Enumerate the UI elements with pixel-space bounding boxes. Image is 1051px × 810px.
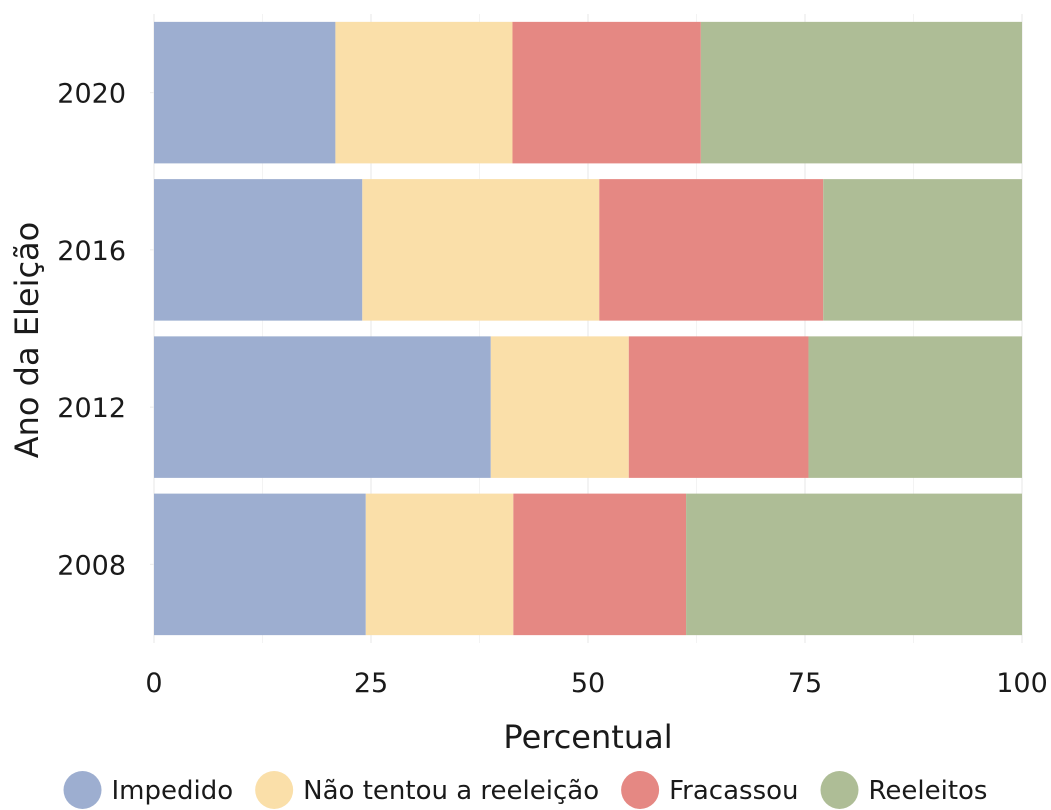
bar-segment bbox=[628, 336, 809, 478]
bar-segment bbox=[335, 21, 513, 164]
legend-label: Fracassou bbox=[669, 776, 798, 806]
legend-label: Não tentou a reeleição bbox=[303, 776, 599, 806]
bar-segment bbox=[823, 179, 1022, 321]
x-axis-title: Percentual bbox=[503, 718, 672, 756]
legend-swatch bbox=[63, 771, 102, 809]
bar-segment bbox=[154, 21, 336, 164]
bar-segment bbox=[513, 493, 687, 636]
bar-segment bbox=[362, 179, 600, 321]
legend-label: Reeleitos bbox=[869, 776, 988, 806]
x-tick-label: 0 bbox=[145, 668, 162, 699]
x-tick-label: 75 bbox=[788, 668, 822, 699]
y-tick-labels: 2008 2012 2016 2020 bbox=[57, 79, 154, 581]
bar-segment bbox=[686, 493, 1022, 636]
y-tick-label: 2008 bbox=[57, 550, 126, 581]
y-axis-title: Ano da Eleição bbox=[8, 222, 46, 458]
bar-segment bbox=[700, 21, 1022, 164]
x-tick-label: 100 bbox=[996, 668, 1048, 699]
bar-segment bbox=[808, 336, 1022, 478]
y-tick-label: 2012 bbox=[57, 393, 126, 424]
bar-segment bbox=[154, 336, 491, 478]
legend-swatch bbox=[255, 771, 294, 809]
x-tick-labels: 0 25 50 75 100 bbox=[145, 668, 1047, 699]
legend-label: Impedido bbox=[112, 776, 234, 806]
bar-segment bbox=[490, 336, 629, 478]
bar-segment bbox=[154, 493, 366, 636]
bars bbox=[154, 21, 1022, 636]
y-tick-label: 2020 bbox=[57, 79, 126, 110]
bar-segment bbox=[154, 179, 363, 321]
legend-swatch bbox=[621, 771, 660, 809]
x-tick-label: 50 bbox=[571, 668, 605, 699]
bar-segment bbox=[512, 21, 701, 164]
legend: Impedido Não tentou a reeleição Fracassou R… bbox=[63, 771, 988, 809]
x-tick-label: 25 bbox=[354, 668, 388, 699]
bar-segment bbox=[365, 493, 514, 636]
bar-segment bbox=[599, 179, 824, 321]
y-tick-label: 2016 bbox=[57, 236, 126, 267]
legend-swatch bbox=[820, 771, 859, 809]
